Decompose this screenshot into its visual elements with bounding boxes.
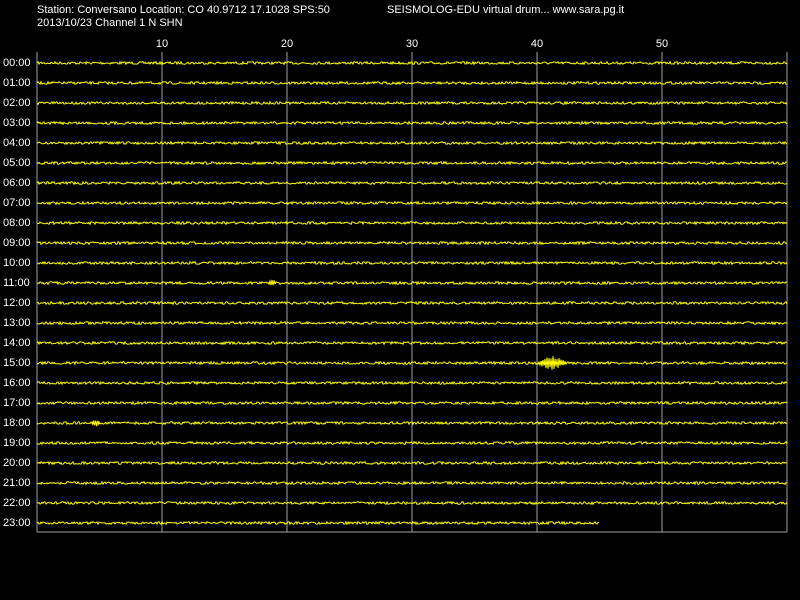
row-label: 23:00 (3, 517, 31, 529)
x-tick-label: 50 (656, 38, 668, 50)
row-label: 16:00 (3, 377, 31, 389)
x-tick-label: 20 (281, 38, 293, 50)
trace (36, 180, 788, 186)
trace (36, 420, 788, 426)
row-label: 09:00 (3, 237, 31, 249)
row-label: 21:00 (3, 477, 31, 489)
trace (36, 200, 788, 206)
date-channel: 2013/10/23 Channel 1 N SHN (37, 17, 183, 29)
trace (36, 440, 788, 446)
row-label: 20:00 (3, 457, 31, 469)
trace (36, 320, 788, 326)
row-label: 10:00 (3, 257, 31, 269)
row-label: 02:00 (3, 97, 31, 109)
event-burst (267, 278, 277, 286)
row-label: 18:00 (3, 417, 31, 429)
trace (36, 480, 788, 486)
row-label: 12:00 (3, 297, 31, 309)
row-label: 11:00 (3, 277, 30, 289)
row-label: 03:00 (3, 117, 31, 129)
source-text: SEISMOLOG-EDU virtual drum... www.sara.p… (387, 4, 624, 16)
row-label: 08:00 (3, 217, 31, 229)
row-label: 14:00 (3, 337, 31, 349)
row-label: 00:00 (3, 57, 31, 69)
trace (36, 400, 788, 406)
event-burst (536, 356, 568, 370)
row-label: 22:00 (3, 497, 31, 509)
x-tick-label: 40 (531, 38, 543, 50)
trace (36, 140, 788, 146)
row-label: 19:00 (3, 437, 31, 449)
x-tick-label: 30 (406, 38, 418, 50)
trace (36, 60, 788, 66)
row-label: 17:00 (3, 397, 31, 409)
x-tick-label: 10 (156, 38, 168, 50)
row-label: 15:00 (3, 357, 31, 369)
row-label: 13:00 (3, 317, 31, 329)
trace (36, 300, 788, 306)
trace (36, 220, 788, 226)
row-label: 06:00 (3, 177, 31, 189)
trace (36, 260, 788, 266)
row-label: 01:00 (3, 77, 31, 89)
trace (36, 520, 600, 526)
row-label: 05:00 (3, 157, 31, 169)
trace (36, 240, 788, 246)
trace (36, 100, 788, 106)
trace (36, 340, 788, 346)
event-burst (91, 420, 101, 427)
trace (36, 460, 787, 466)
trace (36, 380, 788, 386)
row-label: 04:00 (3, 137, 31, 149)
trace (37, 500, 788, 506)
trace (36, 80, 788, 86)
trace (36, 360, 788, 366)
trace (36, 120, 788, 126)
row-label: 07:00 (3, 197, 31, 209)
station-title: Station: Conversano Location: CO 40.9712… (37, 4, 330, 16)
trace (37, 280, 788, 286)
trace (36, 160, 787, 166)
